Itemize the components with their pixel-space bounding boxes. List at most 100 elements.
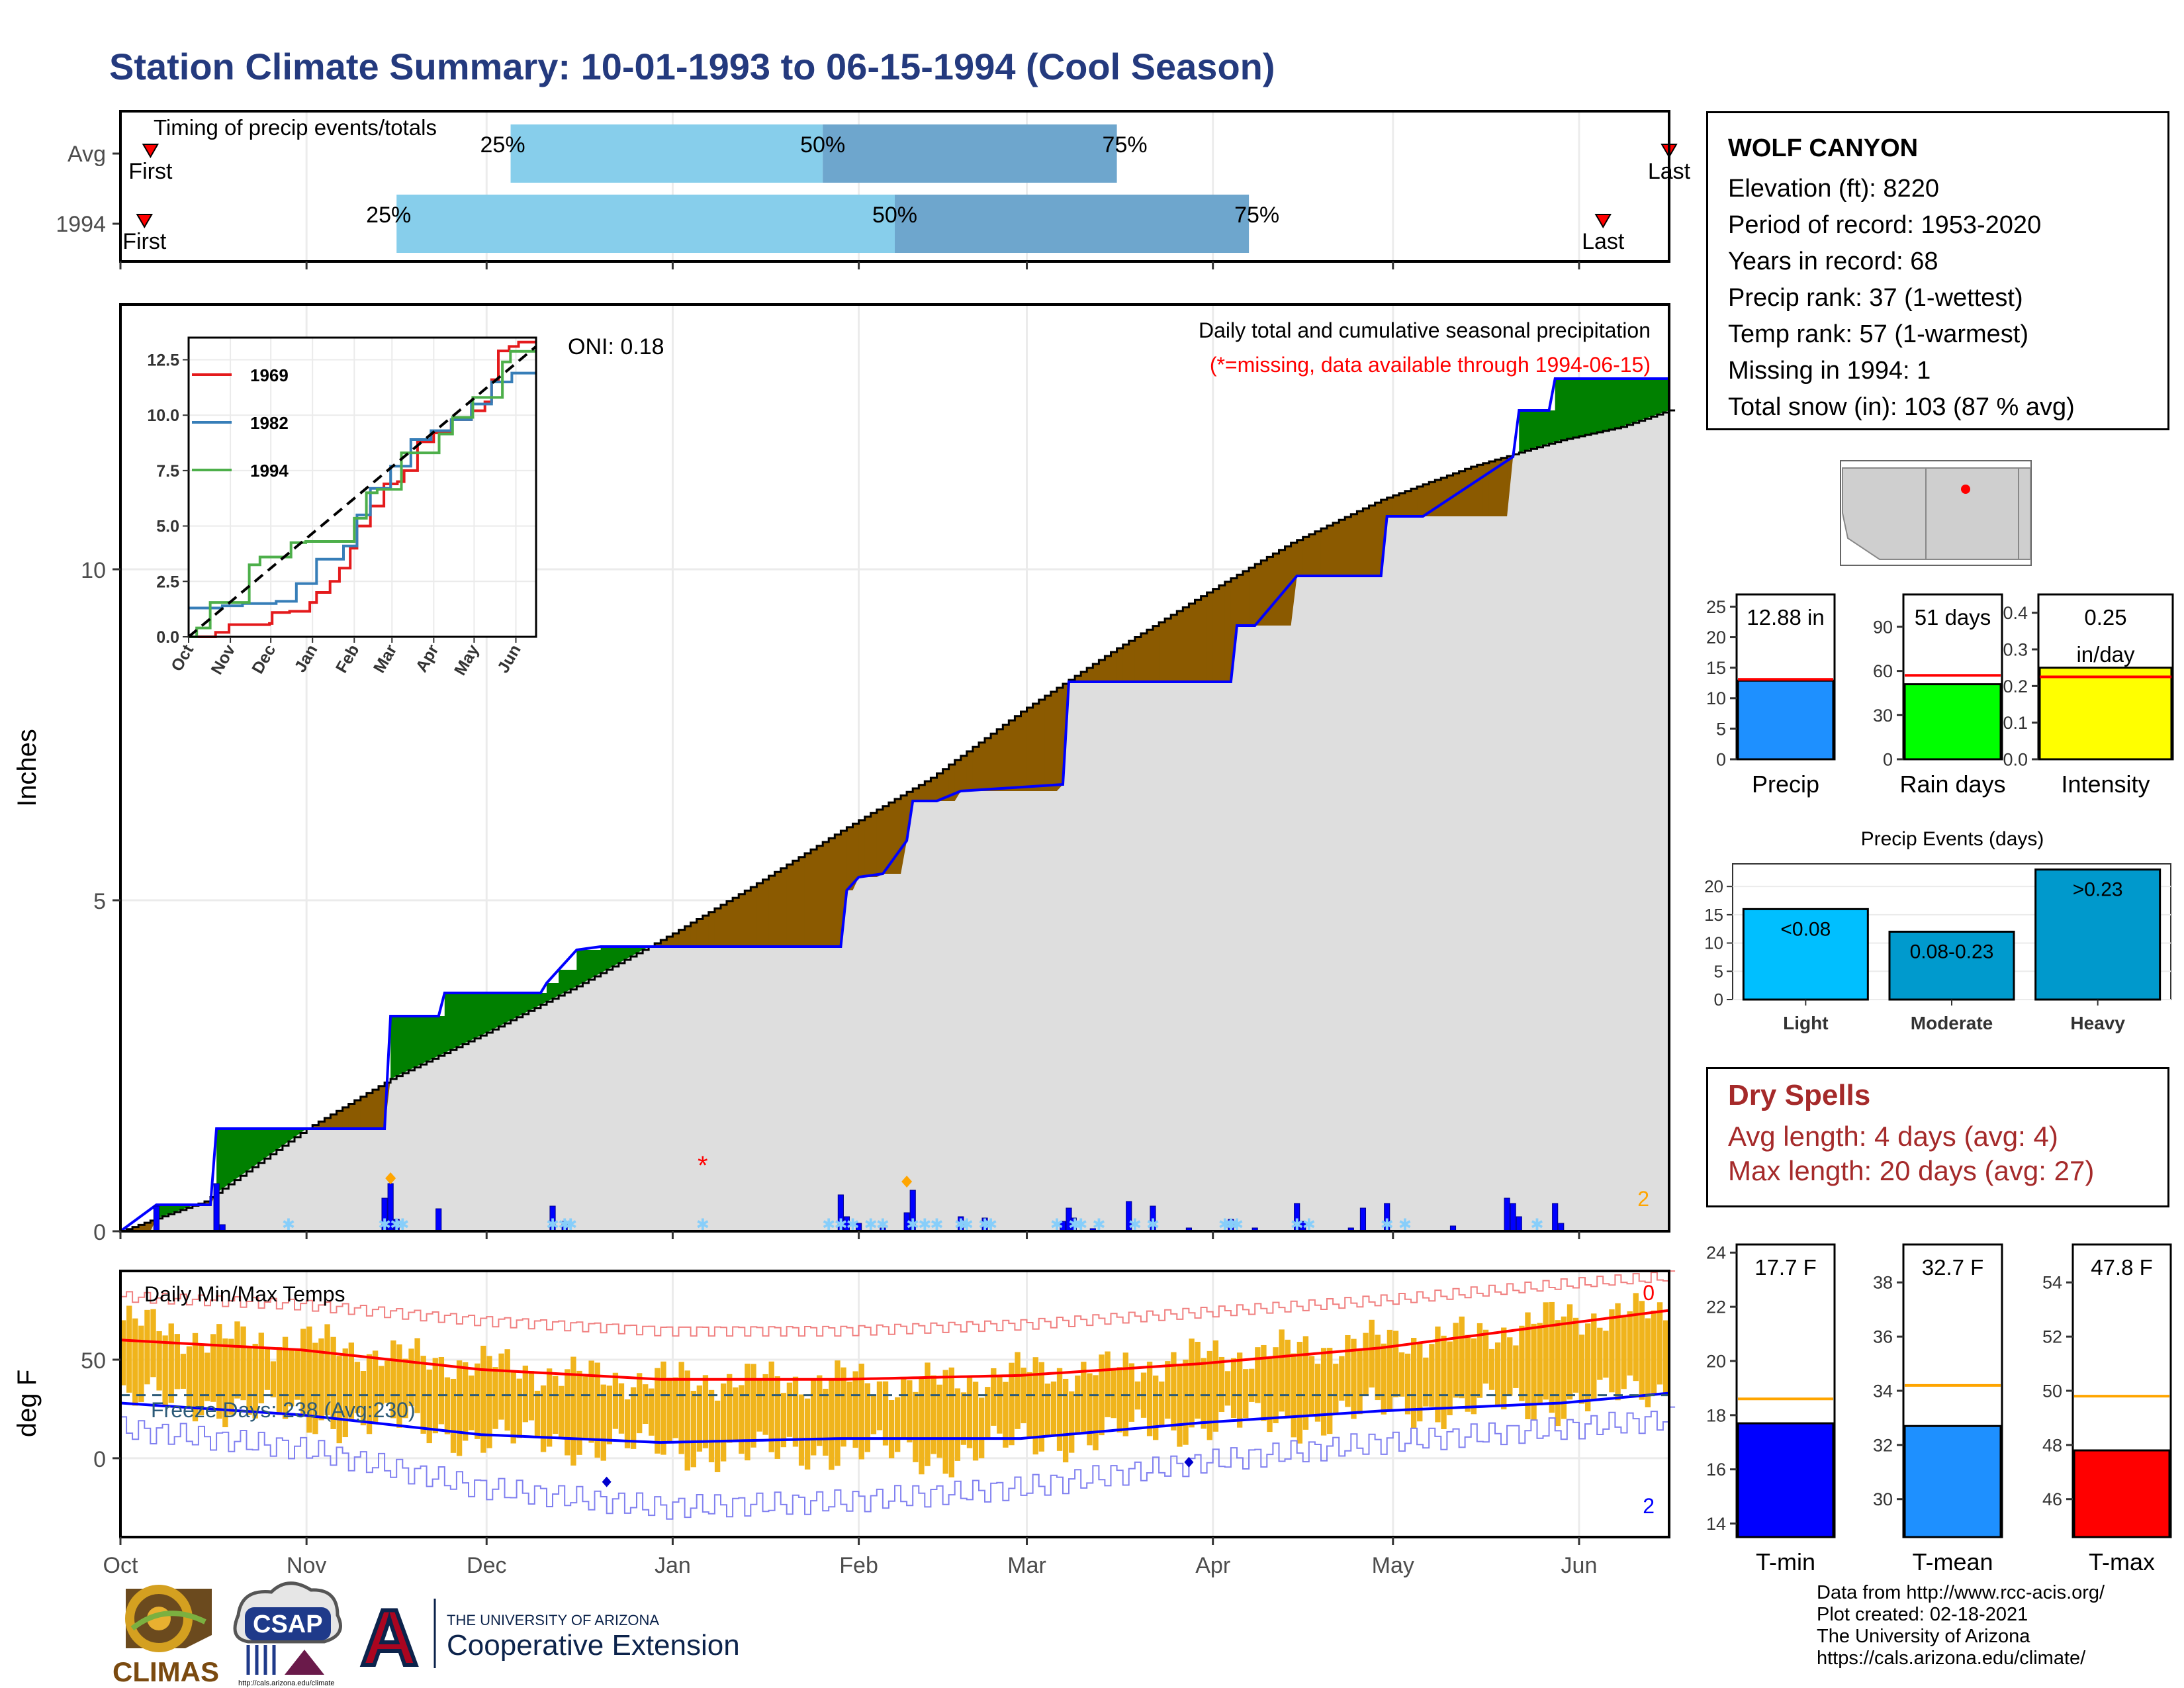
daily-temp-bar [1507,1337,1513,1396]
surplus-fill [1627,379,1634,425]
daily-temp-bar [1639,1301,1645,1400]
deficit-fill [792,861,799,947]
daily-temp-bar [762,1374,768,1435]
daily-temp-bar [276,1346,283,1415]
daily-temp-bar [1543,1302,1549,1400]
mini-1-bar [1903,683,2002,761]
csap-url: http://cals.arizona.edu/climate [238,1679,335,1687]
daily-temp-bar [841,1367,846,1447]
deficit-fill [336,1111,343,1129]
daily-temp-bar [936,1384,942,1458]
daily-temp-bar [1578,1335,1585,1404]
daily-temp-bar [150,1309,156,1378]
surplus-fill [228,1129,236,1185]
daily-temp-bar [1441,1335,1447,1429]
events-bar-value: <0.08 [1780,918,1831,940]
mini-2-y-tick-label: 0.0 [2003,749,2028,769]
timing-first-label: First [128,159,173,184]
inset-legend-label: 1982 [250,413,289,433]
deficit-fill [1218,585,1226,682]
inset-y-tick-label: 5.0 [156,518,179,536]
deficit-fill [1297,539,1304,576]
daily-temp-bar [414,1338,420,1413]
surplus-fill [1621,379,1628,427]
surplus-fill [570,970,578,990]
month-tick-label: Nov [287,1553,326,1578]
deficit-fill [1111,652,1118,682]
normal-high-line [120,1309,1670,1381]
station-info-panel: WOLF CANYON Elevation (ft): 8220 Period … [1706,111,2169,430]
temp-count-bottom: 2 [1643,1494,1655,1518]
deficit-fill [1459,471,1466,516]
daily-temp-bar [684,1370,690,1471]
heavy-event-marker [385,1172,396,1184]
daily-temp-bar [258,1333,264,1403]
deficit-fill [936,773,944,801]
deficit-fill [1134,637,1142,682]
snow-day-marker: ✱ [846,1216,859,1234]
deficit-fill [1146,630,1154,682]
daily-temp-bar [498,1353,504,1420]
daily-temp-bar [1447,1341,1453,1415]
daily-temp-bar [270,1361,277,1397]
mini-1-y-tick-label: 90 [1873,617,1893,637]
deficit-fill [684,926,692,947]
daily-temp-bar [1273,1347,1279,1424]
daily-temp-bar [1044,1383,1051,1437]
snow-day-marker: ✱ [906,1216,919,1234]
surplus-fill [469,993,475,1042]
precip-y-axis-label: Inches [13,729,42,807]
mini-0-y-tick-label: 15 [1706,658,1726,678]
daily-temp-bar [504,1349,510,1431]
deficit-fill [1116,648,1124,682]
daily-temp-bar [1249,1368,1255,1402]
deficit-fill [360,1096,367,1129]
deficit-fill [942,769,950,801]
daily-temp-bar [1429,1344,1435,1407]
normal-low-line [120,1391,1670,1444]
daily-temp-bar [582,1376,588,1440]
daily-temp-bar [1015,1352,1021,1429]
deficit-fill [1249,567,1255,626]
daily-temp-bar [1465,1335,1471,1412]
events-bar-light [1742,908,1869,1001]
record-low-marker [1184,1456,1194,1468]
daily-temp-bar [1339,1356,1345,1401]
daily-temp-bar [1009,1362,1015,1446]
deficit-fill [895,799,901,874]
deficit-fill [786,865,794,947]
daily-temp-bar [702,1375,709,1448]
daily-temp-bar [120,1320,126,1385]
deficit-fill [1465,469,1472,516]
surplus-fill [162,1205,169,1217]
deficit-fill [798,857,805,947]
daily-temp-bar [246,1346,252,1415]
deficit-fill [1302,537,1310,576]
daily-temp-bar [222,1338,228,1428]
daily-temp-bar [469,1375,475,1430]
daily-temp-bar [1302,1336,1309,1430]
daily-temp-bar [174,1334,180,1389]
daily-temp-bar [240,1326,246,1401]
daily-temp-bar [1075,1375,1081,1435]
deficit-fill [1363,508,1370,576]
timing-first-label: First [122,229,167,254]
deficit-fill [1398,493,1406,516]
deficit-fill [1423,484,1430,516]
timing-title: Timing of precip events/totals [154,115,437,140]
snow-day-marker: ✱ [834,1216,847,1234]
temp-panel: Daily Min/Max Temps Freeze Days: 238 (Avg… [13,1270,1676,1578]
tbar-2-y-tick-label: 50 [2042,1381,2062,1401]
daily-temp-bar [745,1364,751,1461]
daily-temp-bar [768,1361,774,1452]
deficit-fill [1339,520,1346,576]
deficit-fill [1224,581,1232,682]
deficit-fill [1153,626,1160,682]
surplus-fill [1555,379,1562,442]
locator-map [1840,460,2032,566]
deficit-fill [1099,660,1106,682]
surplus-fill [450,993,457,1051]
daily-temp-bar [846,1382,852,1438]
surplus-fill [600,947,608,973]
timing-first-marker [136,214,154,228]
